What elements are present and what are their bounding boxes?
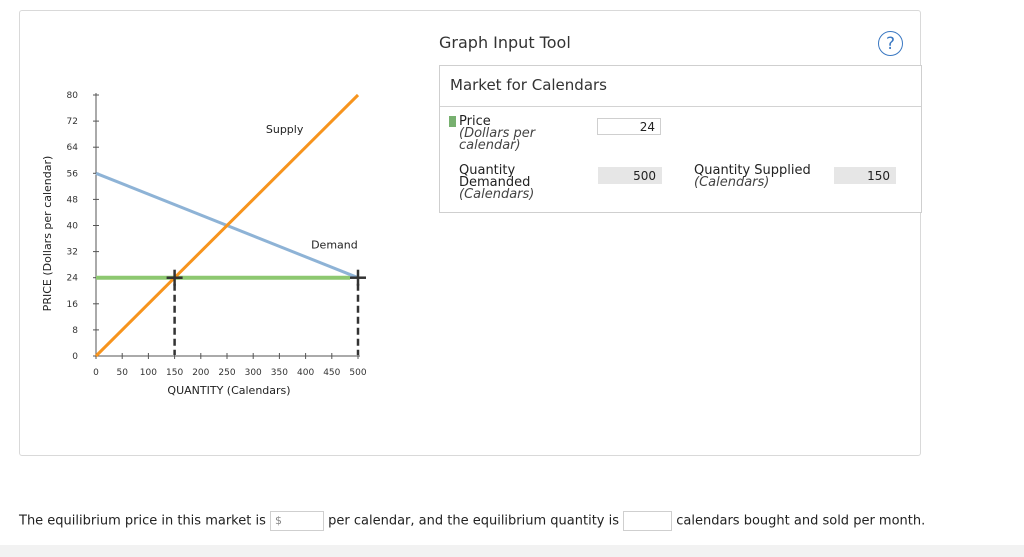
price-swatch — [449, 116, 456, 127]
y-axis-label: PRICE (Dollars per calendar) — [41, 156, 54, 312]
y-tick-label: 32 — [67, 248, 78, 258]
x-tick-label: 500 — [349, 368, 366, 378]
qd-label: Quantity Demanded — [459, 163, 531, 190]
help-icon[interactable]: ? — [878, 31, 903, 56]
y-tick-label: 8 — [72, 326, 78, 336]
qs-label: Quantity Supplied — [694, 163, 811, 178]
market-info-box: Market for Calendars Price (Dollars per … — [439, 65, 922, 213]
x-tick-label: 400 — [297, 368, 314, 378]
graph-input-panel: 0 8 16 24 32 40 48 56 64 72 80 0 50 100 150 200 250 300 35… — [19, 10, 922, 456]
question-text-2: per calendar, and the equilibrium quanti… — [328, 513, 619, 529]
demand-label: Demand — [311, 238, 358, 251]
equilibrium-quantity-input[interactable] — [623, 511, 673, 531]
question-text-3: calendars bought and sold per month. — [676, 513, 926, 529]
price-input[interactable]: 24 — [597, 118, 661, 135]
market-divider — [440, 106, 921, 107]
x-tick-label: 0 — [93, 368, 99, 378]
y-tick-label: 16 — [67, 300, 79, 310]
y-tick-label: 56 — [67, 169, 79, 179]
y-tick-label: 48 — [67, 195, 79, 205]
x-tick-label: 450 — [323, 368, 340, 378]
qd-unit: (Calendars) — [459, 187, 535, 202]
dollar-sign: $ — [275, 514, 282, 527]
x-tick-label: 50 — [116, 368, 128, 378]
x-tick-label: 200 — [192, 368, 209, 378]
x-tick-label: 100 — [140, 368, 157, 378]
y-tick-label: 80 — [67, 91, 79, 101]
price-label: Price — [459, 114, 491, 129]
x-tick-label: 350 — [271, 368, 288, 378]
supply-label: Supply — [266, 123, 304, 136]
quantity-supplied-value: 150 — [834, 167, 896, 184]
price-label-group: Price (Dollars per calendar) — [459, 114, 569, 153]
question-line: The equilibrium price in this market is … — [19, 511, 925, 531]
question-text-1: The equilibrium price in this market is — [19, 513, 266, 529]
quantity-demanded-value: 500 — [598, 167, 662, 184]
y-tick-label: 24 — [67, 274, 79, 284]
y-tick-label: 64 — [67, 143, 79, 153]
qd-label-group: Quantity Demanded (Calendars) — [459, 163, 569, 202]
supply-line — [94, 93, 360, 358]
price-unit: (Dollars per calendar) — [459, 126, 536, 153]
chart-svg[interactable]: 0 8 16 24 32 40 48 56 64 72 80 0 50 100 150 200 250 300 35… — [20, 11, 430, 451]
x-tick-label: 250 — [218, 368, 235, 378]
y-tick-label: 0 — [72, 352, 78, 362]
qs-label-group: Quantity Supplied (Calendars) — [694, 163, 824, 190]
x-tick-label: 300 — [245, 368, 262, 378]
y-tick-label: 40 — [67, 222, 79, 232]
footer-band — [0, 545, 1024, 557]
x-tick-label: 150 — [166, 368, 183, 378]
market-title: Market for Calendars — [450, 76, 607, 94]
y-tick-label: 72 — [67, 117, 78, 127]
x-axis-label: QUANTITY (Calendars) — [167, 384, 290, 397]
qs-unit: (Calendars) — [694, 175, 770, 190]
market-chart[interactable]: 0 8 16 24 32 40 48 56 64 72 80 0 50 100 150 200 250 300 35… — [20, 11, 430, 451]
tool-title: Graph Input Tool — [439, 33, 571, 52]
equilibrium-price-input[interactable]: $ — [270, 511, 324, 531]
